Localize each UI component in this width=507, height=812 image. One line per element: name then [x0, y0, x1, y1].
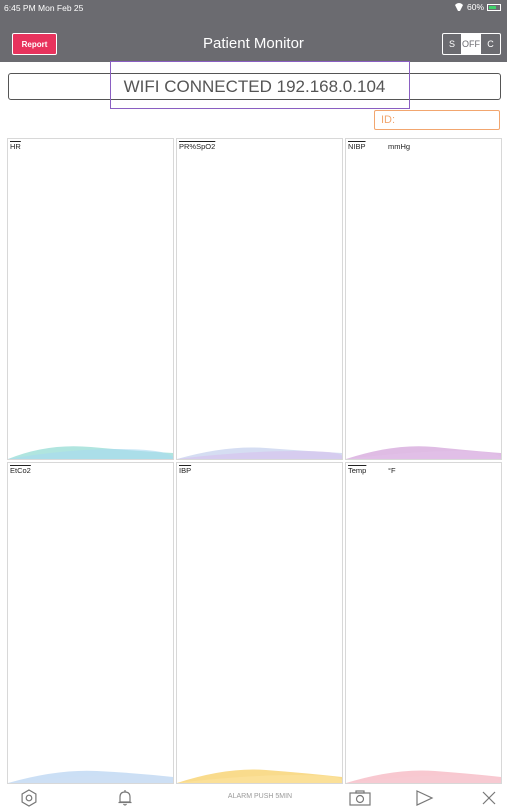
nibp-unit: mmHg	[388, 142, 411, 151]
status-time: 6:45 PM Mon Feb 25	[4, 3, 84, 13]
battery-icon	[487, 3, 501, 11]
spo2-label: PR%SpO2	[179, 142, 216, 151]
nibp-panel[interactable]: NIBP mmHg	[345, 138, 502, 460]
battery-percent: 60%	[466, 2, 484, 12]
spo2-wave-decoration	[177, 447, 342, 459]
status-indicators: 60%	[454, 2, 501, 12]
bottom-toolbar: ALARM PUSH 5MIN	[0, 784, 507, 812]
etco2-panel[interactable]: EtCo2	[7, 462, 174, 784]
temp-unit: °F	[388, 466, 396, 475]
report-button[interactable]: Report	[12, 33, 57, 55]
mode-toggle-group: S OFF C	[442, 33, 501, 55]
etco2-label: EtCo2	[10, 466, 31, 475]
hr-wave-decoration	[8, 446, 173, 459]
hr-panel[interactable]: HR	[7, 138, 174, 460]
gear-icon[interactable]	[18, 788, 40, 808]
nibp-wave-decoration	[346, 446, 501, 459]
connection-status-bar: WIFI CONNECTED 192.168.0.104	[8, 73, 501, 100]
patient-id-placeholder: ID:	[381, 114, 396, 126]
ibp-panel[interactable]: IBP	[176, 462, 343, 784]
play-icon[interactable]	[412, 788, 436, 808]
nibp-label: NIBP	[348, 142, 366, 151]
mode-off-button[interactable]: OFF	[462, 34, 481, 54]
connection-highlight-box	[110, 61, 410, 109]
mode-c-button[interactable]: C	[487, 39, 494, 49]
ibp-label: IBP	[179, 466, 192, 475]
close-icon[interactable]	[478, 788, 500, 808]
ibp-wave-decoration	[177, 769, 342, 783]
temp-panel[interactable]: Temp °F	[345, 462, 502, 784]
page-title: Patient Monitor	[203, 35, 304, 52]
camera-icon[interactable]	[347, 788, 373, 808]
temp-wave-decoration	[346, 770, 501, 783]
hr-label: HR	[10, 142, 21, 151]
etco2-wave-decoration	[8, 770, 173, 783]
temp-label: Temp	[348, 466, 367, 475]
alarm-push-text[interactable]: ALARM PUSH 5MIN	[227, 793, 293, 800]
patient-id-field[interactable]: ID:	[374, 110, 500, 130]
wifi-icon	[454, 3, 464, 11]
connection-status-text: WIFI CONNECTED 192.168.0.104	[123, 76, 386, 96]
bell-icon[interactable]	[114, 788, 136, 808]
spo2-panel[interactable]: PR%SpO2	[176, 138, 343, 460]
mode-s-button[interactable]: S	[443, 34, 462, 54]
app-header: 6:45 PM Mon Feb 25 60% Report Patient Mo…	[0, 0, 507, 62]
